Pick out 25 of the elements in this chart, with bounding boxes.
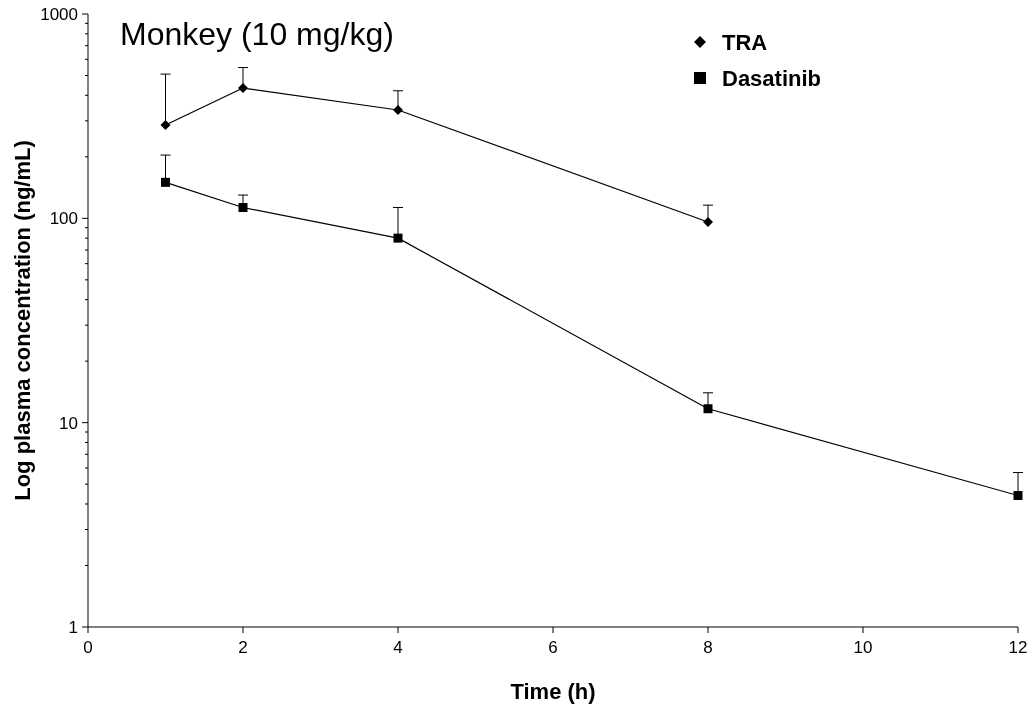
x-tick-label: 6 xyxy=(548,638,558,657)
x-tick-label: 10 xyxy=(853,638,873,657)
y-tick-label: 100 xyxy=(49,209,78,229)
point xyxy=(703,216,713,227)
y-tick-label: 1000 xyxy=(40,4,78,24)
y-axis-title: Log plasma concentration (ng/mL) xyxy=(10,140,35,501)
point xyxy=(393,233,403,243)
x-tick-label: 2 xyxy=(238,638,248,657)
x-tick-label: 8 xyxy=(703,638,713,657)
point xyxy=(160,120,171,131)
point xyxy=(238,83,248,94)
chart-title: Monkey (10 mg/kg) xyxy=(120,16,394,52)
y-tick-label: 1 xyxy=(68,617,78,637)
legend-label: Dasatinib xyxy=(722,65,822,91)
x-tick-label: 4 xyxy=(393,638,403,657)
legend-label: TRA xyxy=(722,29,768,55)
x-tick-label: 12 xyxy=(1008,638,1028,657)
point xyxy=(238,202,248,212)
point xyxy=(393,105,403,115)
point xyxy=(1013,491,1023,501)
x-axis-title: Time (h) xyxy=(510,679,596,704)
point xyxy=(703,404,713,414)
point xyxy=(161,177,170,187)
y-tick-label: 10 xyxy=(59,413,78,433)
x-tick-label: 0 xyxy=(83,638,93,657)
